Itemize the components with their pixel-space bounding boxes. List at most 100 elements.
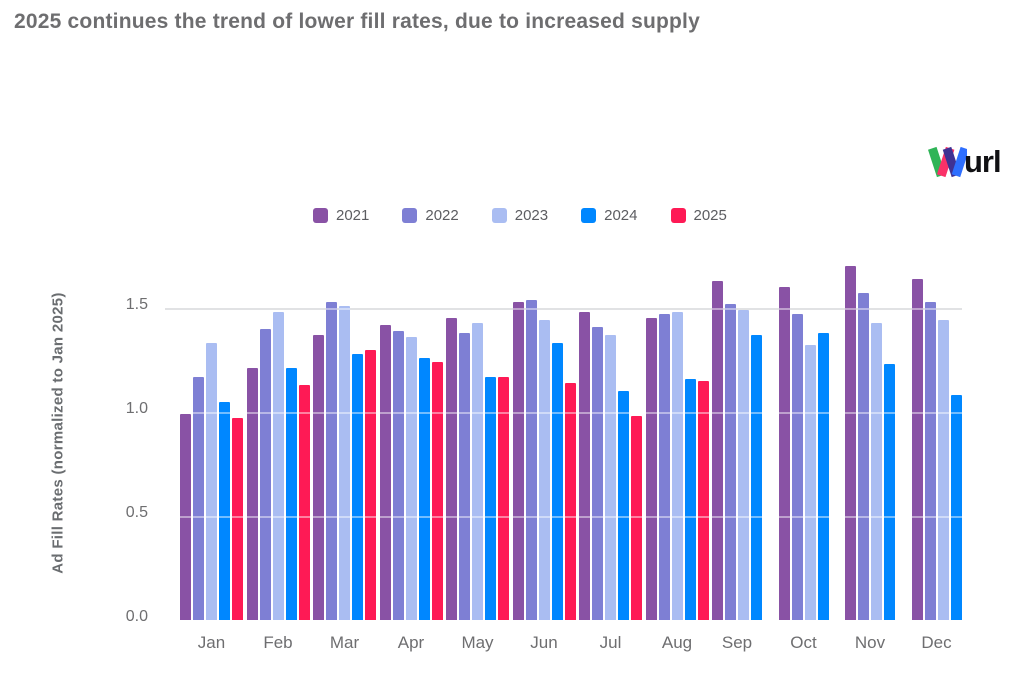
gridline-overlay-1 [165, 412, 962, 414]
bar-2024-aug [684, 379, 696, 620]
legend-swatch-2025 [670, 208, 686, 223]
bar-2021-may [446, 318, 457, 620]
bar-2024-apr [418, 358, 430, 620]
x-axis-label-mar: Mar [329, 633, 360, 652]
bar-2024-sep [751, 335, 762, 620]
wurl-w-icon [928, 146, 967, 178]
bar-2025-feb [298, 385, 310, 620]
y-tick-label-1.0: 1.0 [125, 400, 148, 417]
bar-2021-feb [246, 368, 258, 620]
x-axis-label-nov: Nov [854, 633, 886, 652]
bar-2023-feb [272, 312, 284, 620]
plot-area [165, 248, 1010, 620]
bar-2024-oct [817, 333, 829, 620]
x-axis-label-jul: Jul [599, 633, 622, 652]
legend-item-2025: 2025 [670, 207, 727, 224]
legend-item-2022: 2022 [402, 207, 459, 224]
bar-group-jun [512, 300, 576, 620]
bar-2024-mar [352, 354, 363, 620]
legend-label-2021: 2021 [336, 207, 370, 224]
bar-2022-mar [326, 302, 337, 620]
bar-2021-aug [645, 318, 657, 620]
bar-2025-mar [365, 350, 376, 620]
bar-2022-sep [725, 304, 736, 620]
legend-label-2025: 2025 [693, 207, 727, 224]
bar-group-may [446, 318, 509, 620]
x-axis-label-aug: Aug [661, 633, 693, 652]
bar-group-jul [579, 312, 642, 620]
bar-2022-apr [392, 331, 404, 620]
bar-2022-jun [525, 300, 537, 620]
wurl-logo: url [927, 144, 1002, 180]
bar-2025-jul [631, 416, 642, 620]
x-axis-label-jan: Jan [197, 633, 226, 652]
bar-2025-aug [697, 381, 709, 620]
bar-2024-feb [285, 368, 297, 620]
bar-2025-jan [232, 418, 243, 620]
bar-2022-oct [791, 314, 803, 620]
y-axis-title: Ad Fill Rates (normalized to Jan 2025) [49, 292, 67, 574]
bar-2021-jun [512, 302, 524, 620]
bar-2024-may [485, 377, 496, 620]
legend-label-2023: 2023 [514, 207, 549, 224]
bar-group-sep [712, 281, 762, 620]
legend-swatch-2023 [491, 208, 507, 223]
bar-2021-mar [313, 335, 324, 620]
bar-2023-aug [671, 312, 683, 620]
bar-2023-sep [738, 310, 749, 620]
bar-2023-jan [206, 343, 217, 620]
x-axis-label-apr: Apr [397, 633, 425, 652]
legend-item-2023: 2023 [491, 207, 549, 224]
bar-2025-may [498, 377, 509, 620]
legend-label-2022: 2022 [425, 207, 459, 224]
bar-2022-nov [858, 293, 869, 620]
y-tick-label-1.5: 1.5 [125, 296, 148, 313]
legend-item-2024: 2024 [581, 207, 638, 224]
bar-2022-aug [658, 314, 670, 620]
bar-2024-dec [950, 395, 962, 620]
bar-2022-jul [592, 327, 603, 620]
legend-swatch-2022 [402, 208, 418, 223]
bar-2024-nov [884, 364, 895, 620]
bar-2021-apr [379, 325, 391, 620]
bar-2023-may [472, 323, 483, 620]
legend-item-2021: 2021 [313, 207, 369, 224]
bar-2023-jun [538, 320, 550, 620]
bar-2023-apr [405, 337, 417, 620]
gridline-overlay-1.5 [165, 308, 962, 310]
bar-2022-feb [259, 329, 271, 620]
gridline-overlay-0.5 [165, 516, 962, 518]
bar-2024-jun [551, 343, 563, 620]
x-axis-label-oct: Oct [790, 633, 817, 652]
bar-2021-nov [845, 266, 856, 620]
x-axis-label-jun: Jun [530, 633, 558, 652]
legend-swatch-2024 [581, 208, 597, 223]
page-title: 2025 continues the trend of lower fill r… [14, 10, 700, 33]
bar-group-oct [778, 287, 829, 620]
x-axis-label-may: May [461, 633, 494, 652]
bar-2025-apr [431, 362, 443, 620]
y-tick-label-0.5: 0.5 [125, 504, 148, 521]
bar-2023-mar [339, 306, 350, 620]
x-axis-label-feb: Feb [263, 633, 293, 652]
bar-group-feb [246, 312, 310, 620]
bar-2022-dec [924, 302, 936, 620]
bar-group-mar [313, 302, 376, 620]
x-axis-label-dec: Dec [921, 633, 952, 652]
bar-group-jan [180, 343, 243, 620]
bar-group-apr [379, 325, 443, 620]
wurl-logo-text: url [964, 144, 1002, 179]
bar-group-aug [645, 312, 709, 620]
bar-2022-may [459, 333, 470, 620]
bar-2021-dec [911, 279, 923, 620]
bar-2023-nov [871, 323, 882, 620]
bar-group-nov [845, 266, 895, 620]
bar-2023-jul [605, 335, 616, 620]
bar-2021-jan [180, 414, 191, 620]
bar-2024-jul [618, 391, 629, 620]
chart-legend: 2021 2022 2023 2024 2025 [313, 207, 727, 224]
bar-2024-jan [219, 402, 230, 620]
x-axis-label-sep: Sep [721, 633, 753, 652]
gridline-major [165, 308, 962, 310]
